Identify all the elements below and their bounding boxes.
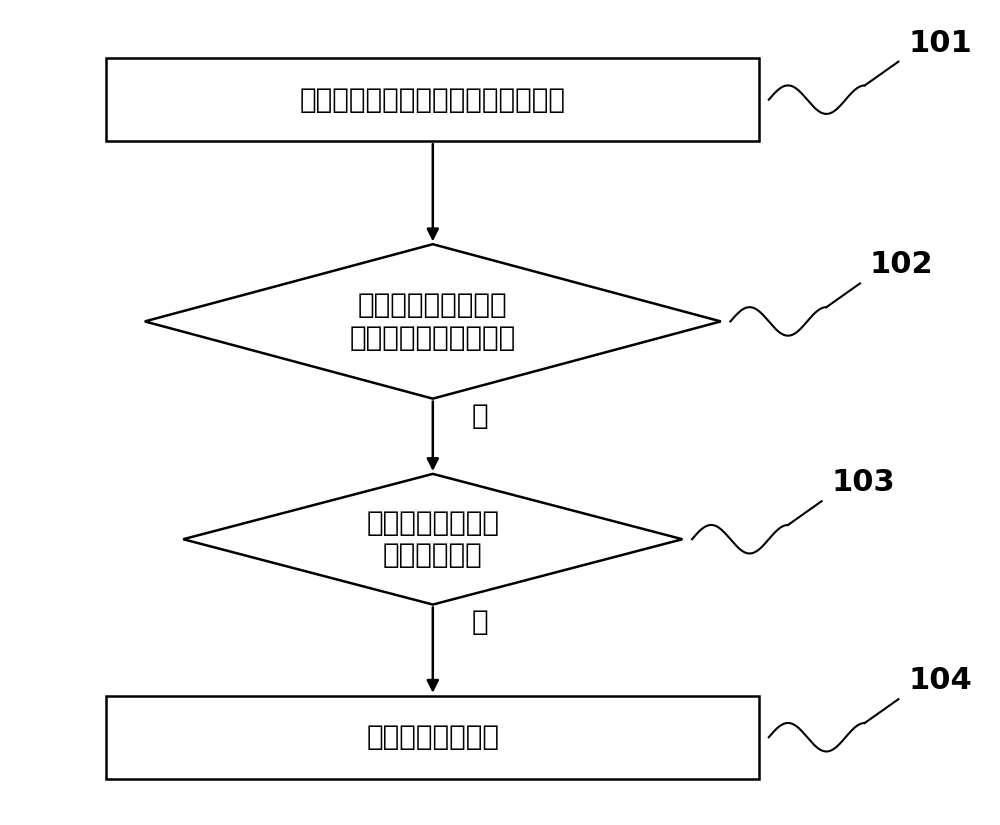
Text: 判断多个监测数据中
任一监测数据是否异常: 判断多个监测数据中 任一监测数据是否异常	[350, 291, 516, 351]
Polygon shape	[145, 244, 721, 398]
Text: 104: 104	[908, 667, 972, 695]
Polygon shape	[183, 474, 682, 605]
Bar	[106, 58, 759, 141]
Text: 是: 是	[471, 403, 488, 431]
Bar	[106, 695, 759, 779]
Text: 102: 102	[870, 251, 933, 280]
Text: 103: 103	[831, 469, 895, 497]
Text: 判断冷储设备是否
处在正常状态: 判断冷储设备是否 处在正常状态	[366, 509, 499, 569]
Text: 101: 101	[908, 29, 972, 58]
Text: 是: 是	[471, 608, 488, 636]
Text: 进入安全运行模式: 进入安全运行模式	[366, 724, 499, 752]
Text: 获取多个传感器采集的多个监测数据: 获取多个传感器采集的多个监测数据	[300, 86, 566, 114]
